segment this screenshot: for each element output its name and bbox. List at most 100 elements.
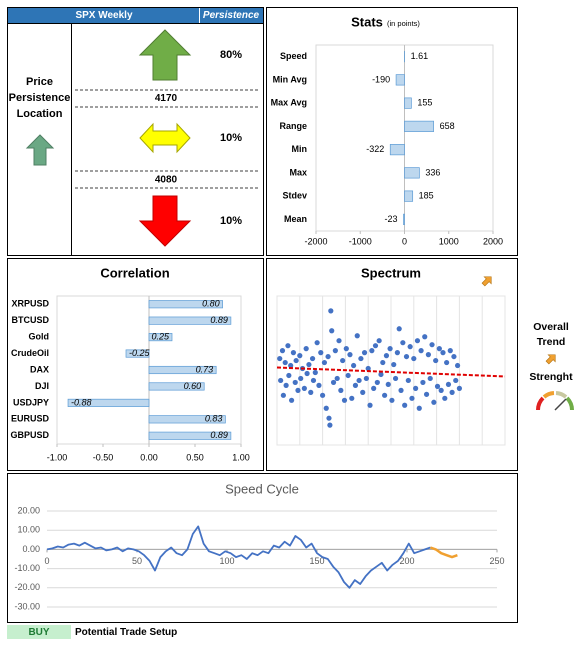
scatter-point bbox=[427, 375, 433, 382]
value-label: 0.89 bbox=[210, 430, 228, 440]
bar bbox=[125, 349, 150, 358]
value-label: -322 bbox=[366, 144, 384, 154]
x-tick-label: 50 bbox=[132, 556, 142, 566]
x-tick-label: 1000 bbox=[439, 236, 459, 246]
value-label: 0.83 bbox=[205, 414, 223, 424]
scatter-point bbox=[403, 353, 410, 360]
x-tick-label: 250 bbox=[489, 556, 504, 566]
bar bbox=[148, 300, 223, 309]
scatter-point bbox=[385, 381, 391, 388]
scatter-point bbox=[456, 385, 462, 391]
y-tick-label: -20.00 bbox=[14, 582, 40, 592]
category-label: Stdev bbox=[282, 191, 307, 201]
scatter-point bbox=[444, 359, 450, 366]
x-tick-label: 1.00 bbox=[232, 452, 250, 462]
scatter-point bbox=[383, 353, 390, 359]
scatter-point bbox=[327, 422, 333, 428]
scatter-point bbox=[391, 361, 397, 368]
location-arrow bbox=[25, 134, 55, 166]
scatter-point bbox=[309, 355, 316, 362]
scatter-point bbox=[392, 375, 399, 382]
chart-subtitle: (in points) bbox=[387, 19, 420, 28]
value-label: 658 bbox=[440, 121, 455, 131]
signal-label: BUY bbox=[28, 627, 49, 638]
category-label: Range bbox=[279, 121, 307, 131]
category-label: Mean bbox=[284, 214, 307, 224]
up-arrow bbox=[138, 29, 192, 81]
x-tick-label: 0 bbox=[44, 556, 49, 566]
value-label: 0.89 bbox=[210, 315, 228, 325]
scatter-point bbox=[325, 353, 331, 360]
scatter-point bbox=[341, 397, 348, 403]
persistence-panel bbox=[7, 7, 264, 256]
scatter-point bbox=[282, 359, 288, 366]
scatter-point bbox=[438, 387, 444, 393]
y-tick-label: 10.00 bbox=[17, 525, 40, 535]
scatter-point bbox=[323, 405, 329, 411]
category-label: DJI bbox=[35, 381, 49, 391]
scatter-point bbox=[405, 377, 411, 384]
scatter-point bbox=[378, 371, 384, 378]
scatter-point bbox=[290, 350, 297, 356]
x-tick-label: -2000 bbox=[304, 236, 327, 246]
down-arrow bbox=[138, 195, 192, 247]
value-label: 0.25 bbox=[151, 331, 170, 341]
bar bbox=[389, 144, 405, 156]
scatter-point bbox=[376, 338, 382, 344]
scatter-point bbox=[297, 353, 303, 359]
scatter-point bbox=[301, 385, 307, 391]
scatter-point bbox=[278, 377, 284, 384]
scatter-point bbox=[279, 348, 286, 354]
scatter-point bbox=[316, 382, 322, 388]
bar bbox=[404, 190, 414, 202]
value-label: 0.73 bbox=[196, 364, 214, 374]
scatter-point bbox=[453, 377, 459, 384]
value-label: -23 bbox=[384, 214, 397, 224]
value-label: 1.61 bbox=[411, 51, 429, 61]
bar bbox=[148, 316, 232, 325]
scatter-point bbox=[283, 382, 289, 388]
category-label: GBPUSD bbox=[10, 430, 49, 440]
y-tick-label: 0.00 bbox=[22, 544, 40, 554]
x-tick-label: 0.50 bbox=[186, 452, 204, 462]
bar bbox=[404, 120, 434, 132]
footer-label: Potential Trade Setup bbox=[75, 627, 177, 638]
strength-gauge bbox=[536, 391, 574, 411]
value-label: -0.88 bbox=[71, 397, 92, 407]
bar bbox=[148, 415, 226, 424]
category-label: DAX bbox=[30, 364, 49, 374]
category-label: USDJPY bbox=[13, 397, 49, 407]
scatter-point bbox=[447, 348, 453, 354]
scatter-point bbox=[314, 340, 320, 346]
scatter-point bbox=[340, 357, 346, 364]
y-tick-label: -10.00 bbox=[14, 563, 40, 573]
x-tick-label: -1.00 bbox=[47, 452, 68, 462]
scatter-point bbox=[280, 392, 286, 398]
x-tick-label: 0 bbox=[402, 236, 407, 246]
scatter-point bbox=[400, 340, 406, 346]
scatter-point bbox=[394, 350, 400, 356]
scatter-point bbox=[352, 382, 359, 388]
scatter-point bbox=[320, 392, 326, 398]
scatter-point bbox=[398, 387, 404, 393]
persistence-title: SPX Weekly bbox=[75, 10, 133, 21]
chart-title: Stats bbox=[351, 14, 383, 29]
scatter-point bbox=[420, 379, 426, 386]
level-label: 4170 bbox=[155, 93, 178, 104]
value-label: 155 bbox=[417, 98, 432, 108]
chart-title: Correlation bbox=[100, 265, 169, 280]
plot-frame bbox=[276, 295, 506, 446]
percent-label: 80% bbox=[220, 49, 242, 61]
x-tick-label: 100 bbox=[219, 556, 234, 566]
scatter-point bbox=[418, 348, 424, 354]
strength-label: Strenght bbox=[529, 371, 573, 383]
correlation-panel bbox=[7, 258, 264, 471]
scatter-point bbox=[387, 346, 393, 352]
scatter-point bbox=[328, 308, 334, 314]
x-tick-label: -0.50 bbox=[93, 452, 114, 462]
scatter-point bbox=[442, 395, 448, 401]
bar bbox=[395, 74, 405, 86]
scatter-point bbox=[298, 375, 304, 382]
scatter-point bbox=[336, 338, 342, 344]
